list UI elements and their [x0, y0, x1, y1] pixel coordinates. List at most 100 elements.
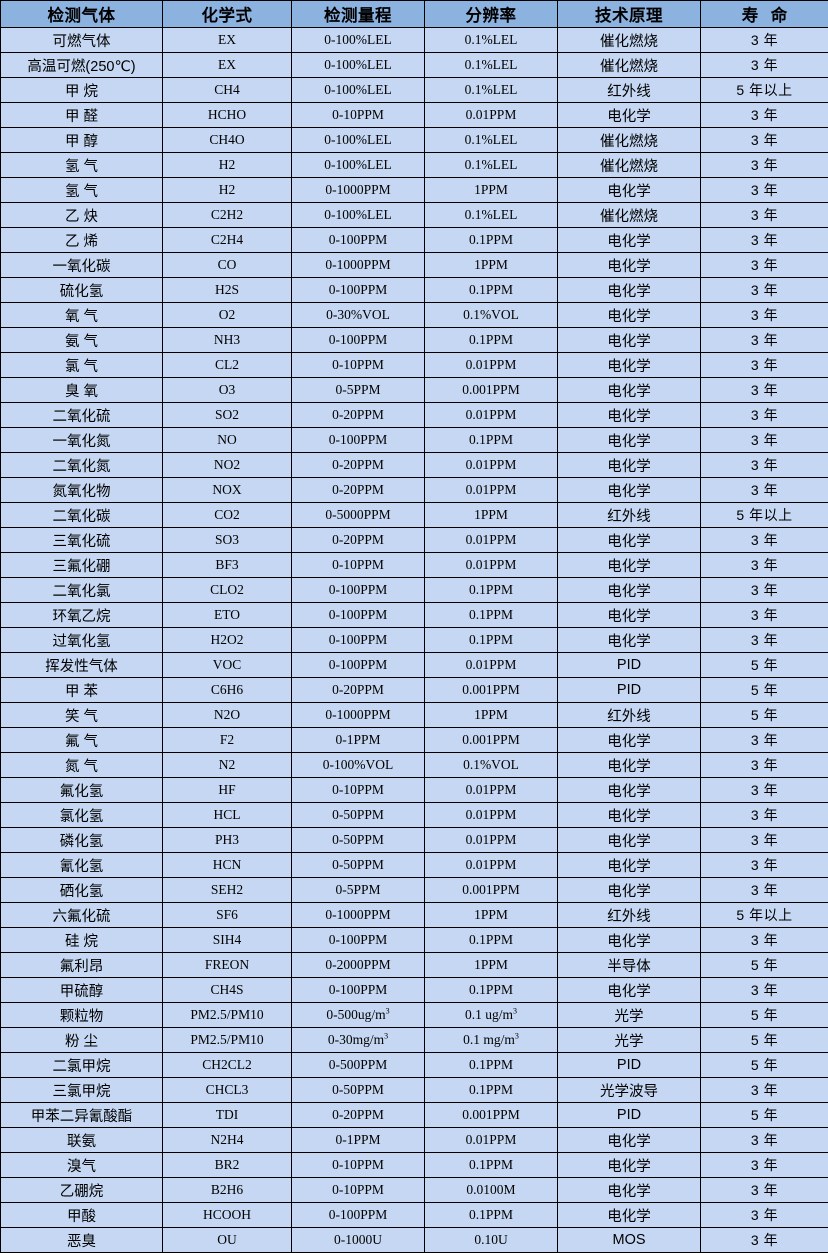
cell-life: 3 年 [701, 303, 828, 328]
cell-res: 0.1PPM [425, 578, 558, 603]
cell-res: 0.01PPM [425, 653, 558, 678]
cell-gas: 挥发性气体 [1, 653, 163, 678]
cell-range: 0-20PPM [292, 478, 425, 503]
cell-tech: 电化学 [558, 428, 701, 453]
cell-range: 0-10PPM [292, 353, 425, 378]
cell-res: 0.01PPM [425, 1128, 558, 1153]
cell-gas: 硒化氢 [1, 878, 163, 903]
cell-gas: 氧 气 [1, 303, 163, 328]
cell-life: 3 年 [701, 828, 828, 853]
cell-tech: 电化学 [558, 1128, 701, 1153]
cell-formula: O3 [163, 378, 292, 403]
cell-life: 3 年 [701, 753, 828, 778]
cell-res: 0.1PPM [425, 1203, 558, 1228]
cell-life: 3 年 [701, 478, 828, 503]
cell-life: 3 年 [701, 278, 828, 303]
cell-tech: 电化学 [558, 578, 701, 603]
cell-res: 0.1PPM [425, 928, 558, 953]
cell-tech: 电化学 [558, 828, 701, 853]
cell-gas: 颗粒物 [1, 1003, 163, 1028]
cell-res: 0.01PPM [425, 528, 558, 553]
cell-range: 0-10PPM [292, 1178, 425, 1203]
cell-res: 0.001PPM [425, 728, 558, 753]
cell-tech: 红外线 [558, 503, 701, 528]
cell-res: 0.01PPM [425, 403, 558, 428]
cell-res: 0.1PPM [425, 603, 558, 628]
cell-formula: CH4S [163, 978, 292, 1003]
cell-formula: CLO2 [163, 578, 292, 603]
cell-tech: 电化学 [558, 553, 701, 578]
cell-gas: 氟 气 [1, 728, 163, 753]
cell-range: 0-100PPM [292, 603, 425, 628]
cell-formula: BR2 [163, 1153, 292, 1178]
cell-formula: CO2 [163, 503, 292, 528]
cell-tech: 电化学 [558, 853, 701, 878]
cell-tech: 催化燃烧 [558, 203, 701, 228]
cell-tech: 电化学 [558, 178, 701, 203]
cell-tech: 红外线 [558, 903, 701, 928]
cell-tech: 电化学 [558, 928, 701, 953]
cell-tech: 催化燃烧 [558, 28, 701, 53]
cell-res: 0.1%LEL [425, 53, 558, 78]
cell-tech: 电化学 [558, 328, 701, 353]
cell-life: 3 年 [701, 178, 828, 203]
cell-formula: HCOOH [163, 1203, 292, 1228]
cell-range: 0-100PPM [292, 653, 425, 678]
cell-tech: 电化学 [558, 278, 701, 303]
cell-life: 3 年 [701, 28, 828, 53]
cell-range: 0-100PPM [292, 928, 425, 953]
cell-range: 0-20PPM [292, 678, 425, 703]
cell-tech: 电化学 [558, 303, 701, 328]
cell-life: 3 年 [701, 1128, 828, 1153]
cell-res: 0.1PPM [425, 978, 558, 1003]
cell-res: 0.1%LEL [425, 28, 558, 53]
cell-gas: 二氧化氮 [1, 453, 163, 478]
cell-life: 3 年 [701, 728, 828, 753]
cell-tech: 电化学 [558, 253, 701, 278]
cell-tech: 电化学 [558, 453, 701, 478]
cell-res: 0.10U [425, 1228, 558, 1253]
cell-life: 5 年以上 [701, 503, 828, 528]
superscript-cubic: 3 [513, 1007, 517, 1016]
cell-life: 3 年 [701, 153, 828, 178]
cell-gas: 一氧化碳 [1, 253, 163, 278]
cell-range: 0-5PPM [292, 878, 425, 903]
cell-gas: 恶臭 [1, 1228, 163, 1253]
cell-range: 0-2000PPM [292, 953, 425, 978]
cell-life: 3 年 [701, 778, 828, 803]
cell-life: 3 年 [701, 528, 828, 553]
cell-gas: 一氧化氮 [1, 428, 163, 453]
cell-gas: 磷化氢 [1, 828, 163, 853]
cell-res: 0.1%LEL [425, 203, 558, 228]
cell-formula: B2H6 [163, 1178, 292, 1203]
cell-life: 3 年 [701, 378, 828, 403]
cell-res: 1PPM [425, 178, 558, 203]
cell-tech: 电化学 [558, 403, 701, 428]
cell-life: 3 年 [701, 328, 828, 353]
cell-tech: PID [558, 678, 701, 703]
cell-gas: 硅 烷 [1, 928, 163, 953]
cell-tech: 光学 [558, 1028, 701, 1053]
column-header-formula: 化学式 [163, 1, 292, 28]
cell-life: 3 年 [701, 878, 828, 903]
cell-res: 1PPM [425, 253, 558, 278]
cell-life: 3 年 [701, 428, 828, 453]
superscript-cubic: 3 [386, 1007, 390, 1016]
cell-gas: 三氯甲烷 [1, 1078, 163, 1103]
cell-res: 0.001PPM [425, 378, 558, 403]
cell-res: 0.1PPM [425, 228, 558, 253]
cell-res: 1PPM [425, 953, 558, 978]
cell-tech: 电化学 [558, 1203, 701, 1228]
cell-formula: N2O [163, 703, 292, 728]
